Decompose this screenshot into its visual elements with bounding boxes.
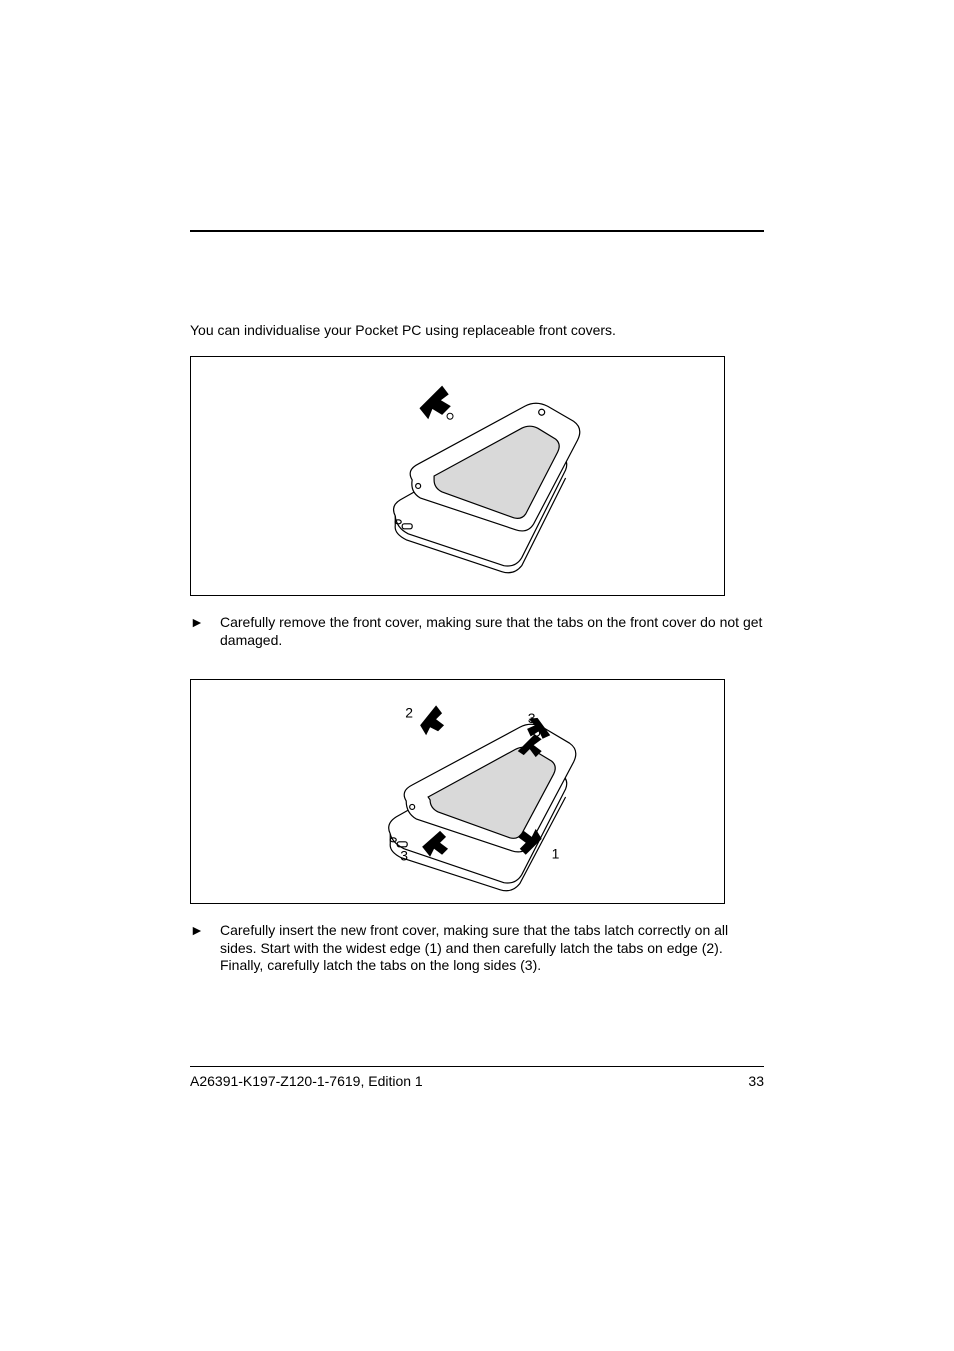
figure-2-label-3a: 3 [528,710,536,726]
footer-page-number: 33 [748,1073,764,1089]
triangle-bullet-icon: ► [190,922,220,939]
figure-1 [190,356,725,596]
step-2: ► Carefully insert the new front cover, … [190,922,764,975]
figure-1-svg [191,356,724,596]
figure-2-svg: 2 3 3 1 [191,679,724,904]
step-1-text: Carefully remove the front cover, making… [220,614,764,649]
figure-2-label-2: 2 [405,704,413,720]
triangle-bullet-icon: ► [190,614,220,631]
figure-2-label-1: 1 [552,846,560,862]
step-2-text: Carefully insert the new front cover, ma… [220,922,764,975]
figure-2: 2 3 3 1 [190,679,725,904]
step-1: ► Carefully remove the front cover, maki… [190,614,764,649]
intro-text: You can individualise your Pocket PC usi… [190,322,764,338]
footer-rule [190,1066,764,1067]
document-page: You can individualise your Pocket PC usi… [0,0,954,1351]
footer-left: A26391-K197-Z120-1-7619, Edition 1 [190,1073,423,1089]
content-area: You can individualise your Pocket PC usi… [190,228,764,975]
figure-2-label-3b: 3 [400,848,408,864]
page-footer: A26391-K197-Z120-1-7619, Edition 1 33 [190,1066,764,1089]
